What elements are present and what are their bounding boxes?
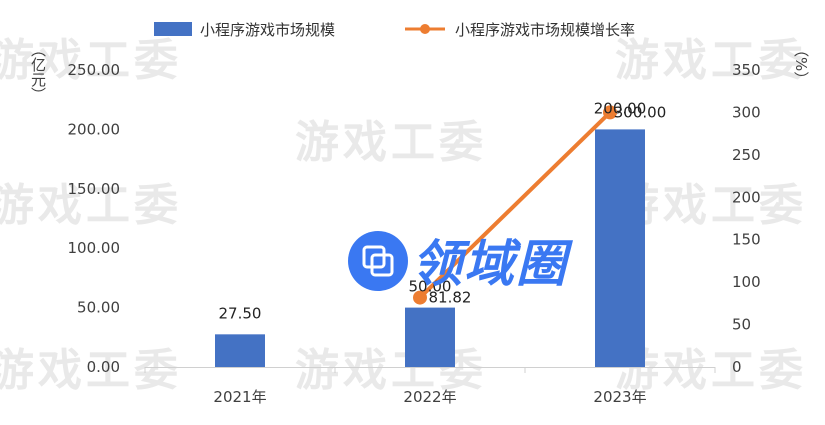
right-tick-label: 300 bbox=[732, 103, 761, 121]
left-tick-label: 0.00 bbox=[87, 358, 120, 376]
right-tick-label: 250 bbox=[732, 146, 761, 164]
right-axis-unit: （%） bbox=[792, 42, 810, 86]
right-tick-label: 50 bbox=[732, 316, 751, 334]
bar-2 bbox=[405, 307, 455, 367]
x-tick-label: 2021年 bbox=[213, 388, 266, 406]
bar-1 bbox=[215, 334, 265, 367]
right-tick-label: 100 bbox=[732, 273, 761, 291]
logo-text: 领域圈 bbox=[412, 235, 573, 293]
right-tick-label: 0 bbox=[732, 358, 742, 376]
watermark-text: 游戏工委 bbox=[295, 117, 487, 168]
left-tick-label: 250.00 bbox=[68, 61, 121, 79]
legend-label-bar: 小程序游戏市场规模 bbox=[200, 21, 335, 39]
logo-square-icon bbox=[370, 253, 394, 277]
bar-value-label: 50.00 bbox=[409, 278, 452, 296]
legend-label-line: 小程序游戏市场规模增长率 bbox=[455, 21, 635, 39]
watermark-text: 游戏工委 bbox=[615, 345, 807, 396]
logo-square-icon bbox=[362, 245, 386, 269]
growth-line bbox=[418, 110, 612, 300]
line-value-label: 300.00 bbox=[614, 103, 667, 121]
watermark-text: 游戏工委 bbox=[615, 35, 807, 86]
legend-line-marker bbox=[420, 24, 430, 34]
right-tick-label: 350 bbox=[732, 61, 761, 79]
logo-watermark: 领域圈 bbox=[348, 231, 573, 293]
right-axis: 0 50 100 150 200 250 300 350 （%） bbox=[732, 42, 810, 376]
x-axis: 2021年 2022年 2023年 bbox=[144, 367, 716, 406]
right-tick-label: 150 bbox=[732, 231, 761, 249]
watermark-text: 游戏工委 bbox=[615, 180, 807, 231]
watermark-text: 游戏工委 bbox=[295, 345, 487, 396]
watermark-text: 游戏工委 bbox=[0, 35, 182, 86]
left-axis-unit: （亿元） bbox=[29, 42, 47, 102]
bar-series bbox=[215, 129, 645, 367]
line-value-label: 81.82 bbox=[429, 289, 472, 307]
left-tick-label: 200.00 bbox=[68, 120, 121, 138]
bar-value-label: 27.50 bbox=[219, 304, 262, 322]
x-tick-label: 2022年 bbox=[403, 388, 456, 406]
watermark-text: 游戏工委 bbox=[0, 345, 182, 396]
bar-3 bbox=[595, 129, 645, 367]
line-point-1 bbox=[413, 290, 427, 305]
watermark-text: 游戏工委 bbox=[0, 180, 182, 231]
line-series bbox=[413, 105, 617, 305]
x-tick-label: 2023年 bbox=[593, 388, 646, 406]
left-axis: 0.00 50.00 100.00 150.00 200.00 250.00 （亿元） bbox=[29, 42, 120, 376]
data-labels: 27.50 50.00 200.00 81.82 300.00 bbox=[219, 99, 667, 322]
legend-bar-swatch bbox=[154, 22, 192, 36]
left-tick-label: 50.00 bbox=[77, 299, 120, 317]
left-tick-label: 150.00 bbox=[68, 180, 121, 198]
line-point-2 bbox=[603, 105, 617, 120]
left-tick-label: 100.00 bbox=[68, 239, 121, 257]
bar-value-label: 200.00 bbox=[594, 99, 647, 117]
legend: 小程序游戏市场规模 小程序游戏市场规模增长率 bbox=[154, 21, 635, 39]
logo-circle-icon bbox=[348, 231, 408, 291]
right-tick-label: 200 bbox=[732, 188, 761, 206]
